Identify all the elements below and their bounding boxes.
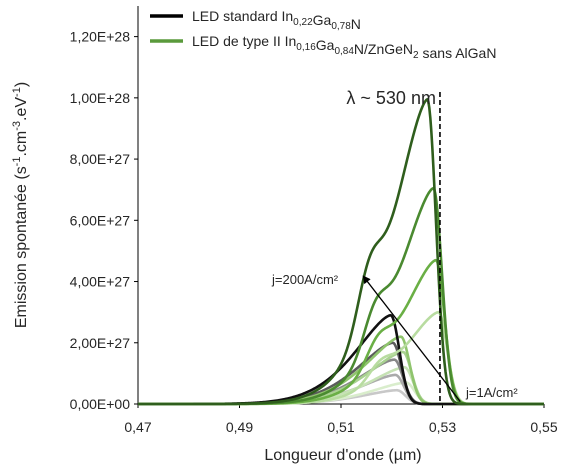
current-arrow [362,275,461,402]
legend-label: LED standard In0,22Ga0,78N [192,8,361,32]
y-tick-label: 1,00E+28 [70,90,131,106]
x-axis: 0,47 0,49 0,51 0,53 0,55 [124,403,558,435]
x-tick-label: 0,47 [124,419,151,435]
series-line [137,98,545,406]
j-high-label: j=200A/cm² [271,272,339,287]
lambda-label: λ ~ 530 nm [346,88,436,108]
y-tick-label: 8,00E+27 [70,151,131,167]
legend-label: LED de type II In0,16Ga0,84N/ZnGeN2 sans… [192,33,496,61]
annotations: λ ~ 530 nm j=200A/cm² j=1A/cm² [271,88,518,404]
y-tick-label: 1,20E+28 [70,29,131,45]
y-tick-label: 6,00E+27 [70,212,131,228]
x-axis-label: Longueur d'onde (µm) [264,447,421,464]
y-tick-label: 4,00E+27 [70,274,131,290]
series-group [137,98,545,406]
j-low-label: j=1A/cm² [465,385,518,400]
x-tick-label: 0,51 [327,419,354,435]
series-line [137,186,545,406]
y-axis: 0,00E+00 2,00E+27 4,00E+27 6,00E+27 8,00E+27… [70,6,139,412]
x-tick-label: 0,55 [530,419,557,435]
x-tick-label: 0,49 [226,419,253,435]
y-tick-label: 0,00E+00 [70,396,131,412]
y-axis-label: Emission spontanée (s-1.cm-3.eV-1) [11,82,30,328]
x-tick-label: 0,53 [429,419,456,435]
y-tick-label: 2,00E+27 [70,335,131,351]
